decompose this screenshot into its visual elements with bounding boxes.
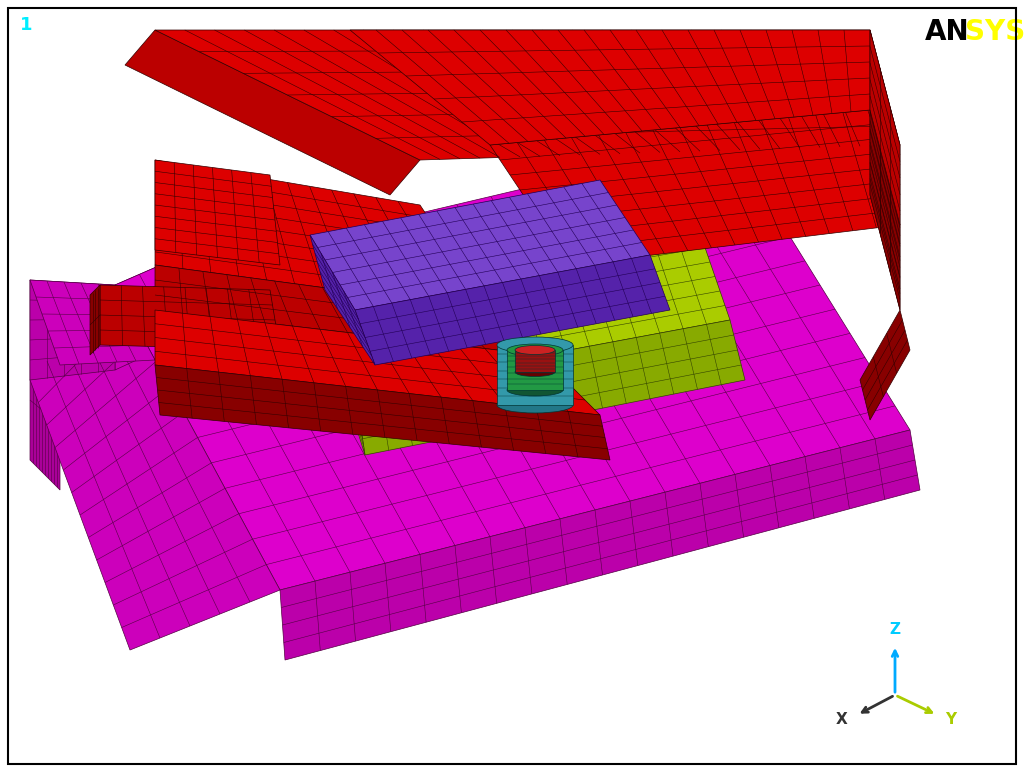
Polygon shape (100, 285, 280, 350)
Polygon shape (155, 265, 540, 355)
Text: Z: Z (890, 622, 900, 637)
Polygon shape (310, 235, 365, 455)
Ellipse shape (507, 344, 563, 356)
Polygon shape (155, 160, 490, 310)
Polygon shape (355, 255, 670, 365)
Polygon shape (115, 140, 910, 590)
Text: AN: AN (925, 18, 970, 46)
Polygon shape (280, 430, 920, 660)
Polygon shape (860, 310, 910, 420)
Polygon shape (30, 280, 60, 490)
Polygon shape (310, 180, 650, 310)
Polygon shape (350, 30, 870, 145)
Polygon shape (870, 30, 900, 310)
Polygon shape (155, 30, 900, 160)
Bar (497, 345, 573, 405)
Polygon shape (115, 200, 310, 370)
Ellipse shape (497, 337, 573, 353)
Polygon shape (155, 365, 610, 460)
Text: SYS: SYS (965, 18, 1024, 46)
Bar (515, 350, 555, 372)
Ellipse shape (497, 397, 573, 413)
Text: Y: Y (945, 712, 956, 726)
Polygon shape (115, 200, 350, 360)
Polygon shape (90, 285, 100, 355)
Polygon shape (870, 110, 900, 310)
Polygon shape (125, 30, 420, 195)
Polygon shape (355, 320, 745, 455)
Polygon shape (490, 110, 900, 265)
Polygon shape (870, 30, 900, 225)
Polygon shape (30, 280, 115, 380)
Polygon shape (30, 285, 280, 650)
Polygon shape (155, 160, 280, 265)
Text: 1: 1 (20, 16, 33, 34)
Bar (507, 350, 563, 390)
Ellipse shape (515, 367, 555, 377)
Polygon shape (30, 280, 155, 365)
Ellipse shape (507, 384, 563, 396)
Polygon shape (310, 235, 375, 365)
Polygon shape (310, 175, 730, 390)
Text: X: X (836, 712, 847, 726)
Ellipse shape (515, 346, 555, 354)
Polygon shape (155, 310, 600, 415)
